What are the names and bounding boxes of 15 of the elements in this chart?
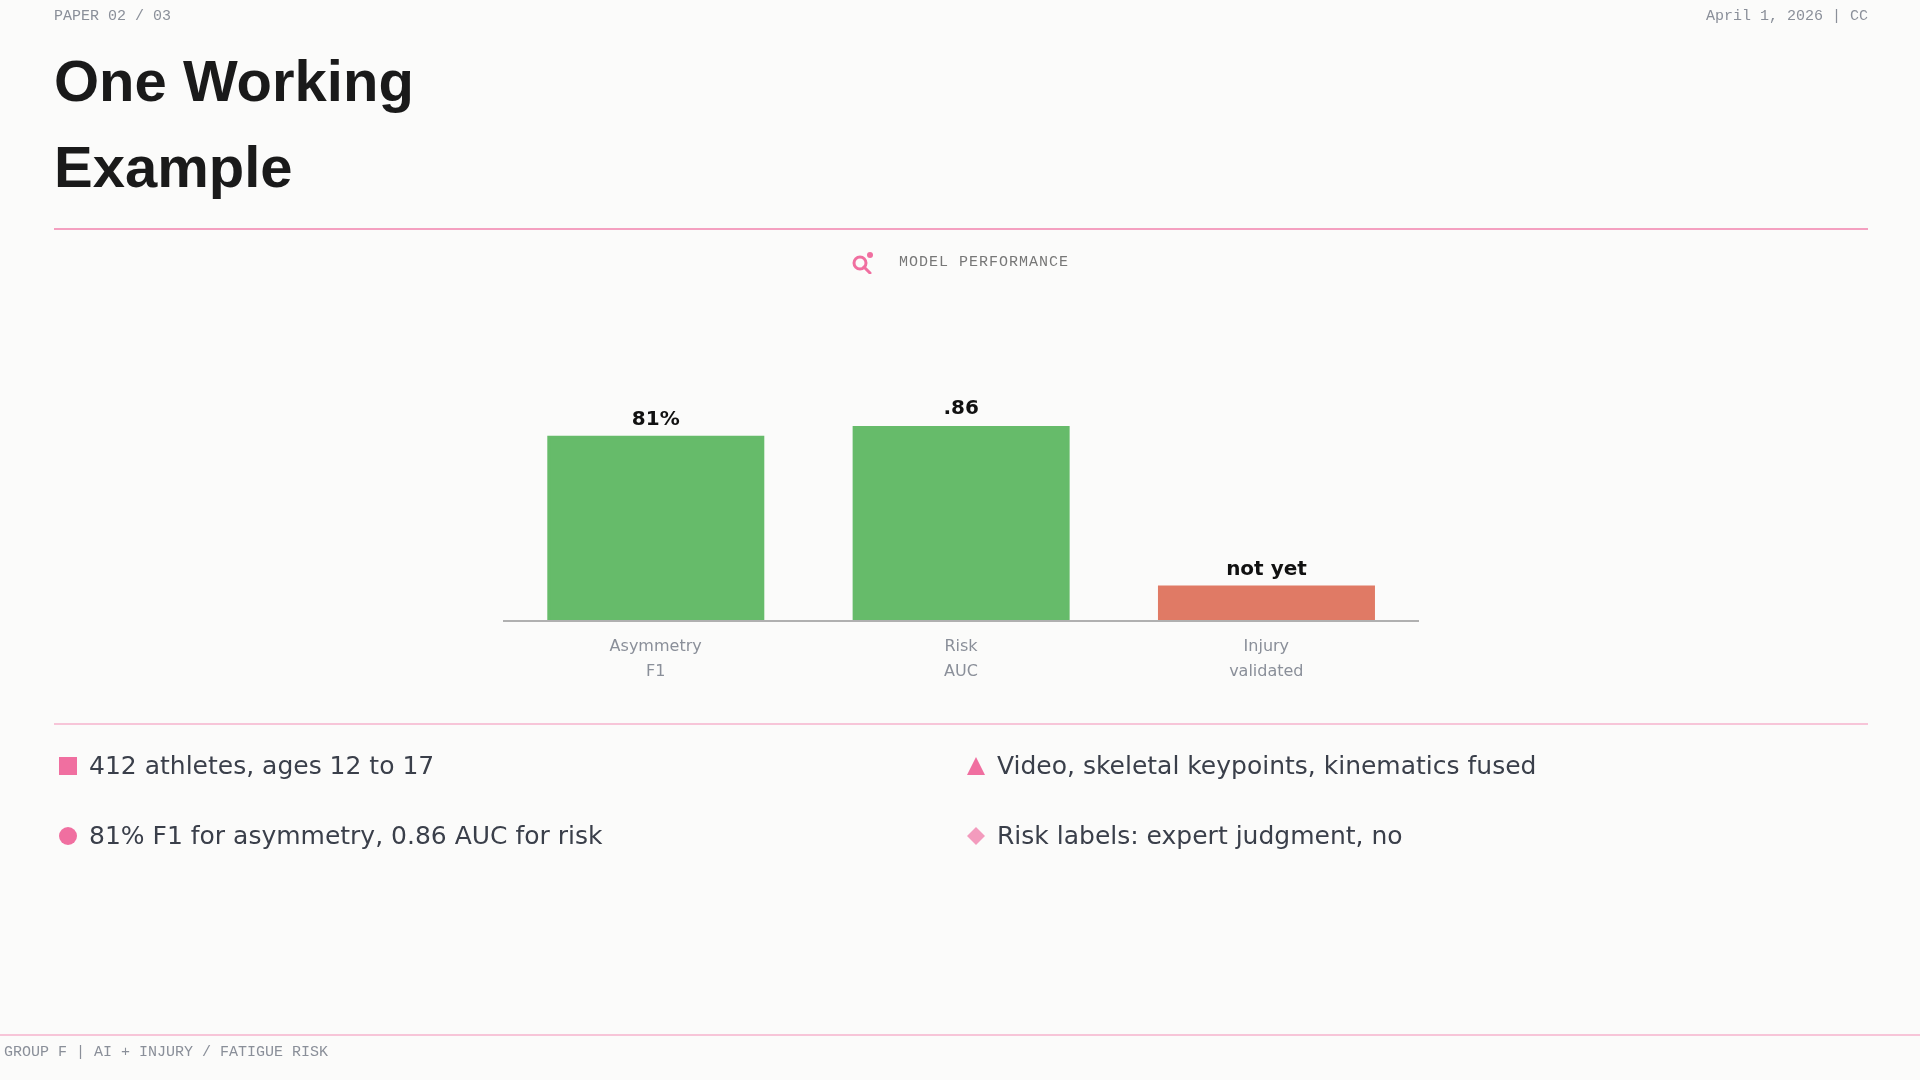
chart-subtitle: MODEL PERFORMANCE bbox=[898, 253, 1070, 271]
x-tick-label: Risk AUC bbox=[944, 636, 979, 680]
data-label: not yet bbox=[1226, 555, 1308, 580]
data-label: .86 bbox=[943, 395, 979, 419]
text: 412 athletes, ages 12 to 17 bbox=[89, 751, 435, 780]
x-tick-label: Asymmetry F1 bbox=[609, 636, 702, 680]
text: 81% F1 for asymmetry, 0.86 AUC for risk bbox=[89, 821, 603, 850]
chart-title: One Working Example bbox=[54, 47, 415, 201]
x-tick-label: Injury validated bbox=[1229, 636, 1304, 680]
text: PAPER 02 / 03 bbox=[54, 8, 172, 25]
data-label: 81% bbox=[631, 406, 680, 431]
text: Risk labels: expert judgment, no bbox=[997, 821, 1403, 850]
text: April 1, 2026 | CC bbox=[1705, 8, 1868, 25]
text: GROUP F | AI + INJURY / FATIGUE RISK bbox=[4, 1044, 329, 1061]
text: Video, skeletal keypoints, kinematics fused bbox=[997, 751, 1537, 780]
